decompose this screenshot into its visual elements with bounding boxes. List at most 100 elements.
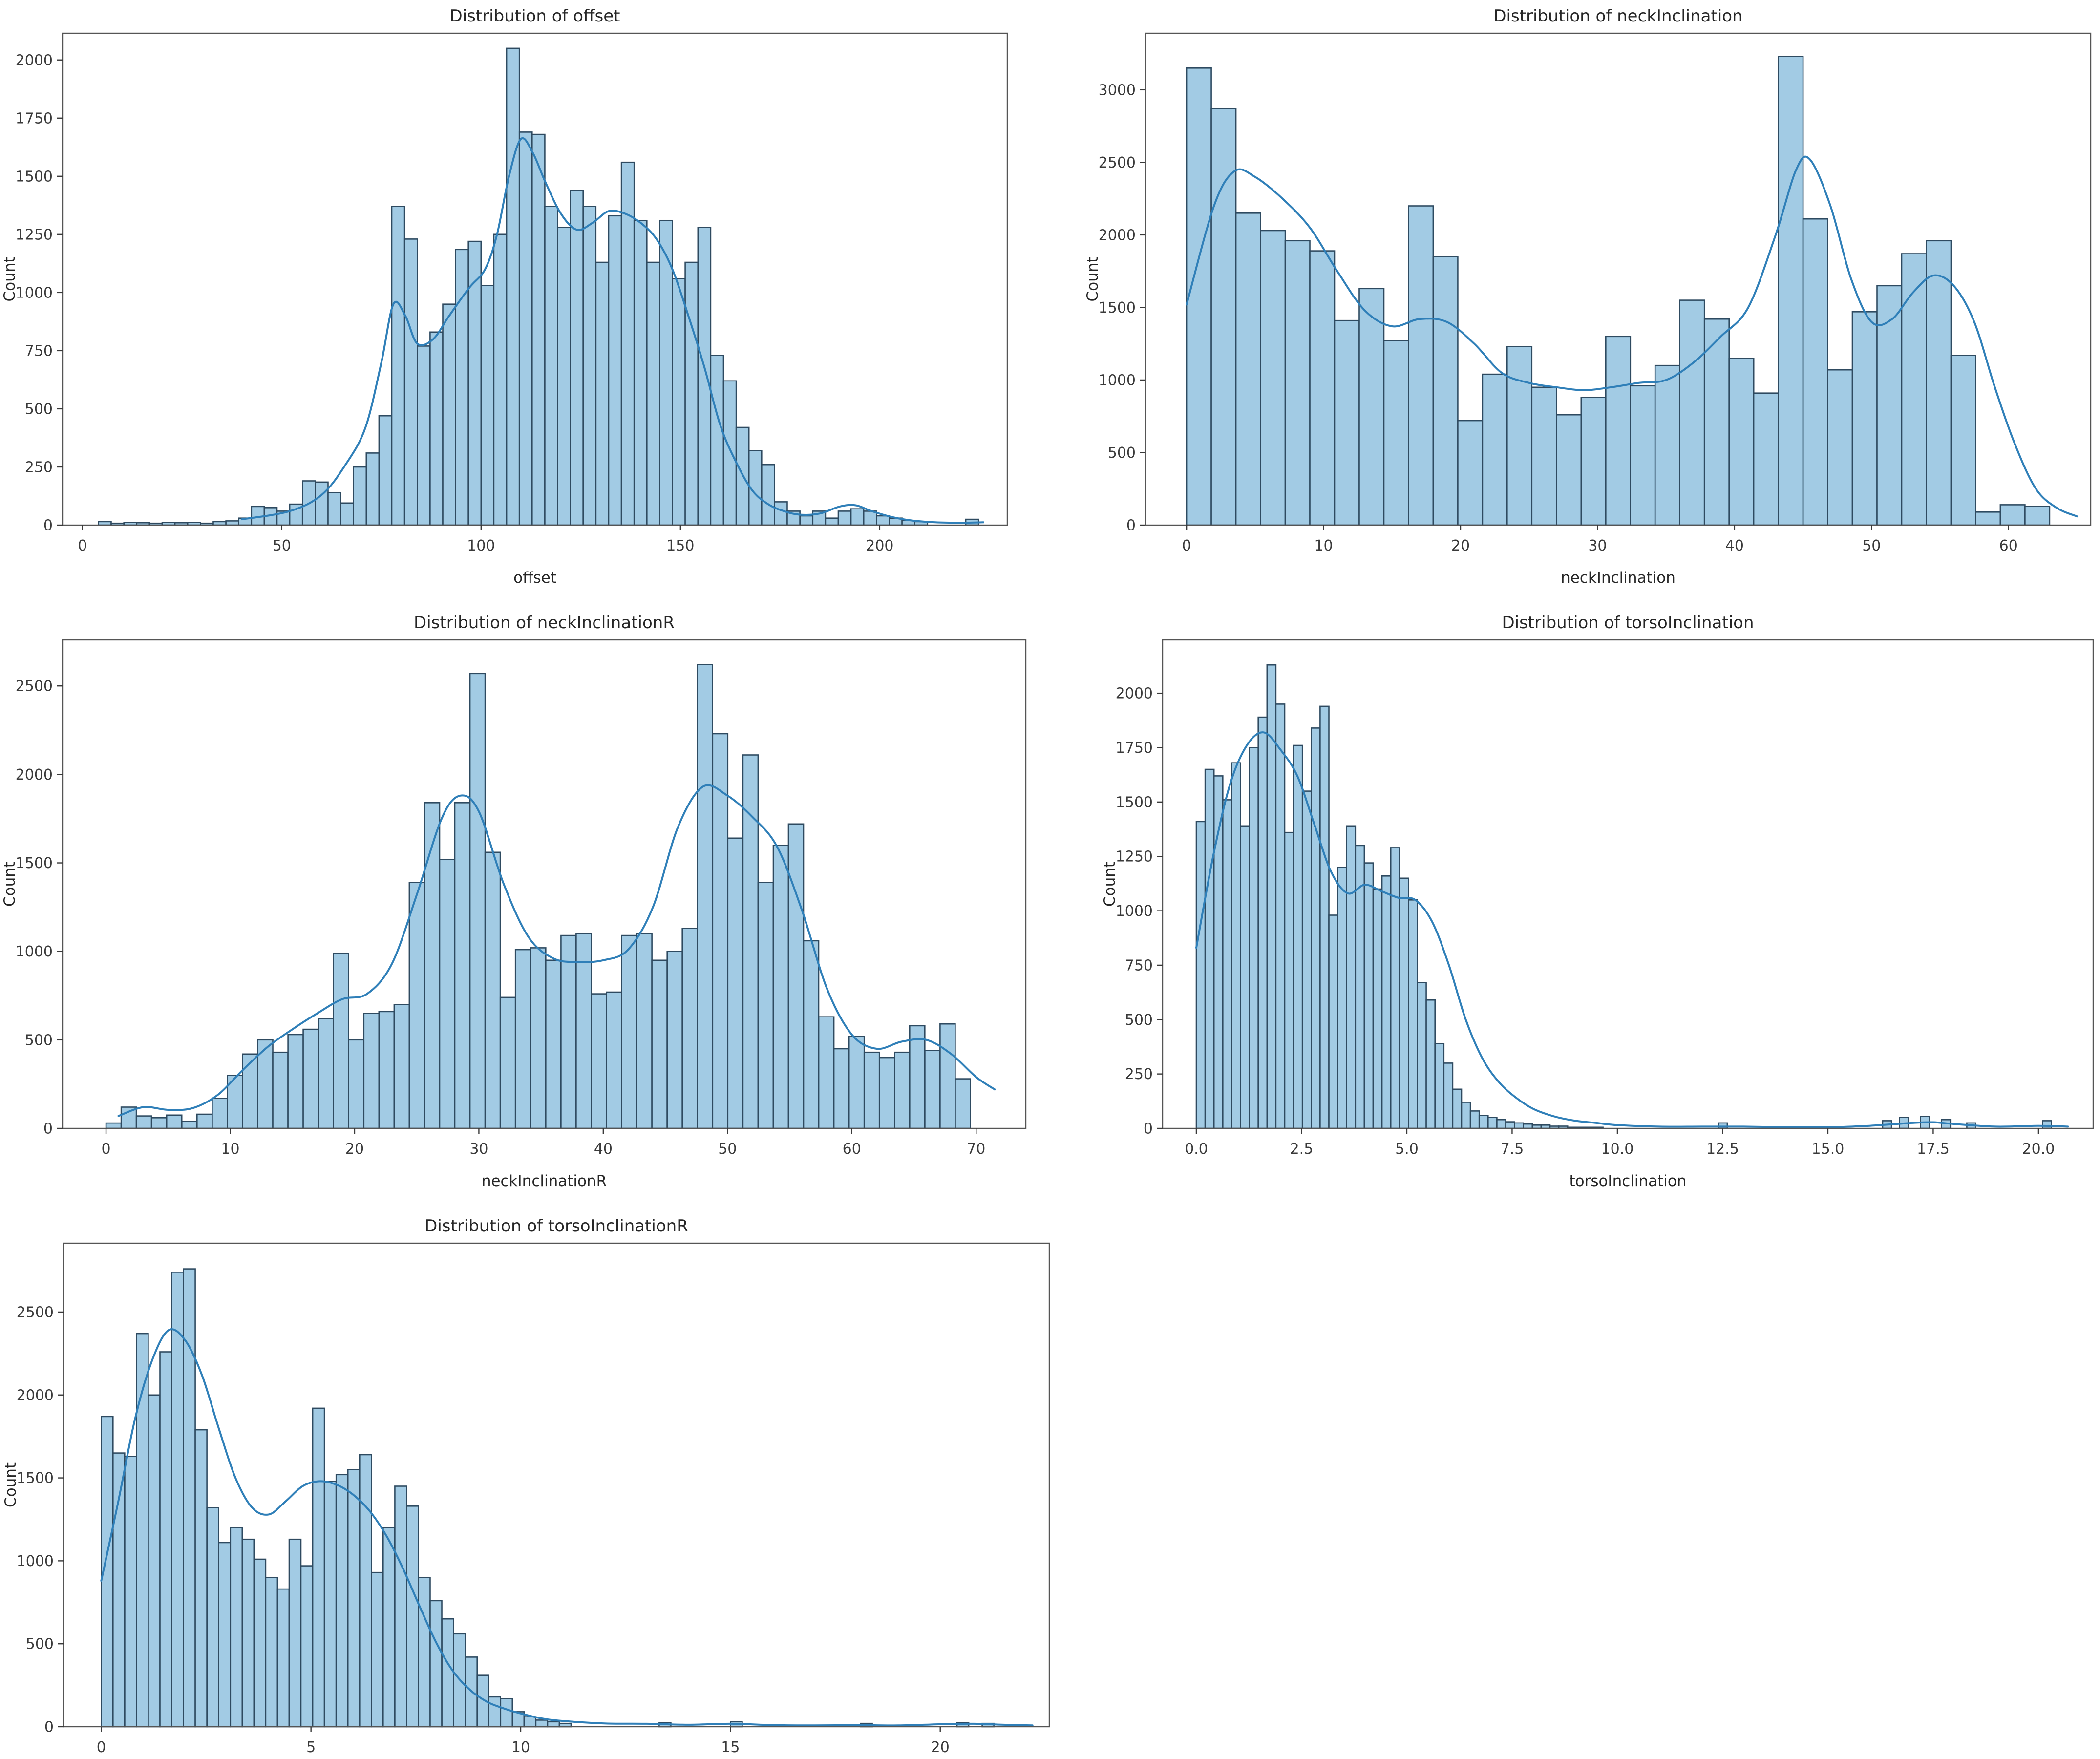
histogram-bar [1240, 825, 1250, 1129]
histogram-bar [194, 1429, 208, 1728]
histogram-bar [1293, 744, 1303, 1129]
histogram-bar [166, 1114, 183, 1129]
y-tick-label: 500 [1108, 445, 1136, 462]
histogram-bar [722, 380, 737, 526]
histogram-bar [196, 1113, 213, 1129]
histogram-bar [183, 1268, 196, 1728]
histogram-bar [424, 802, 441, 1129]
histogram-bar [1827, 369, 1853, 526]
histogram-bar [1358, 288, 1385, 526]
histogram-bar [825, 517, 839, 526]
histogram-bar [1204, 768, 1215, 1129]
x-tick-label: 60 [843, 1141, 861, 1158]
y-tick-label: 250 [25, 459, 53, 476]
histogram-bar [761, 464, 775, 526]
histogram-bar [225, 520, 240, 526]
chart-title: Distribution of neckInclinationR [414, 613, 675, 633]
histogram-bar [480, 285, 495, 526]
histogram-bar [848, 1036, 865, 1129]
histogram-bar [518, 131, 533, 526]
histogram-bar [1249, 747, 1259, 1129]
histogram-bar [894, 1051, 911, 1129]
y-axis-label: Count [2, 1462, 20, 1507]
histogram-bars [98, 47, 979, 526]
histogram-bar [333, 952, 350, 1129]
histogram-bar [727, 837, 744, 1129]
x-tick-label: 10 [511, 1739, 530, 1756]
x-axis-label: neckInclination [1561, 569, 1676, 587]
x-tick-label: 2.5 [1290, 1141, 1314, 1158]
y-tick-label: 500 [1125, 1012, 1153, 1029]
histogram-bar [833, 1048, 850, 1129]
histogram-bar [484, 851, 501, 1129]
histogram-bar [535, 1719, 549, 1728]
histogram-bar [1778, 56, 1804, 526]
histogram-bar [272, 1051, 289, 1129]
histogram-bar [591, 993, 607, 1129]
histogram-bar [557, 227, 571, 526]
histogram-bar [1630, 385, 1656, 526]
histogram-bar [1408, 205, 1434, 526]
x-tick-label: 17.5 [1917, 1141, 1950, 1158]
histogram-bar [488, 1696, 502, 1728]
histogram-bar [493, 233, 508, 526]
y-tick-label: 1750 [16, 110, 53, 127]
x-tick-label: 50 [718, 1141, 737, 1158]
histogram-bar [1487, 1117, 1498, 1129]
histogram-bar [1531, 386, 1557, 526]
histogram-bar [514, 949, 531, 1129]
histogram-bar [406, 1505, 419, 1728]
histogram-bar [646, 261, 660, 526]
histogram-bar [1231, 762, 1241, 1129]
y-tick-label: 1250 [1116, 848, 1153, 866]
histogram-bar [697, 227, 712, 526]
histogram-bar [545, 959, 562, 1129]
histogram-bar [955, 1078, 971, 1129]
y-tick-label: 2500 [17, 1304, 54, 1321]
histogram-bar [1425, 999, 1436, 1129]
histogram-bar [218, 1542, 232, 1728]
y-tick-label: 750 [25, 342, 53, 360]
histogram-bar [1556, 414, 1582, 526]
histogram-bar [318, 1018, 335, 1129]
histogram-bar [1417, 982, 1427, 1129]
histogram-bar [288, 1538, 302, 1728]
x-tick-label: 0.0 [1185, 1141, 1208, 1158]
histogram-bar [1753, 392, 1779, 526]
histogram-bar [241, 1538, 255, 1728]
histogram-bar [441, 1618, 454, 1728]
histogram-bar [347, 1469, 361, 1728]
histogram-bar [1461, 1102, 1471, 1129]
chart-title: Distribution of torsoInclination [1502, 613, 1754, 633]
y-tick-label: 1500 [17, 1470, 54, 1487]
histogram-bar [1235, 212, 1261, 526]
histogram-bar [818, 1016, 835, 1129]
histogram-bar [382, 1527, 396, 1728]
x-tick-label: 200 [866, 537, 893, 554]
y-tick-label: 1750 [1116, 740, 1153, 757]
plot-border [62, 639, 1027, 1129]
histogram-bar [547, 1721, 560, 1728]
histogram-bar [879, 1057, 895, 1129]
x-tick-label: 5.0 [1395, 1141, 1419, 1158]
y-tick-label: 1500 [16, 168, 53, 185]
y-tick-label: 1000 [16, 284, 53, 301]
y-tick-label: 1250 [16, 226, 53, 243]
histogram-bar [684, 261, 699, 526]
kde-curve [117, 784, 996, 1117]
plot-border [62, 32, 1008, 526]
x-tick-label: 60 [1999, 537, 2018, 554]
histogram-bar [1284, 831, 1294, 1129]
histogram-bar [1457, 420, 1484, 526]
histogram-bar [439, 858, 456, 1129]
y-tick-label: 2000 [17, 1387, 54, 1404]
x-axis-label: torsoInclination [1569, 1172, 1686, 1190]
x-tick-label: 30 [1588, 537, 1607, 554]
histogram-bar [1452, 1088, 1463, 1129]
y-tick-label: 2500 [1099, 154, 1136, 171]
histogram-bar [1478, 1115, 1489, 1129]
histogram-bar [212, 1098, 228, 1129]
histogram-bar [1605, 336, 1632, 526]
histogram-bar [582, 206, 597, 526]
x-axis-label: neckInclinationR [482, 1172, 607, 1190]
